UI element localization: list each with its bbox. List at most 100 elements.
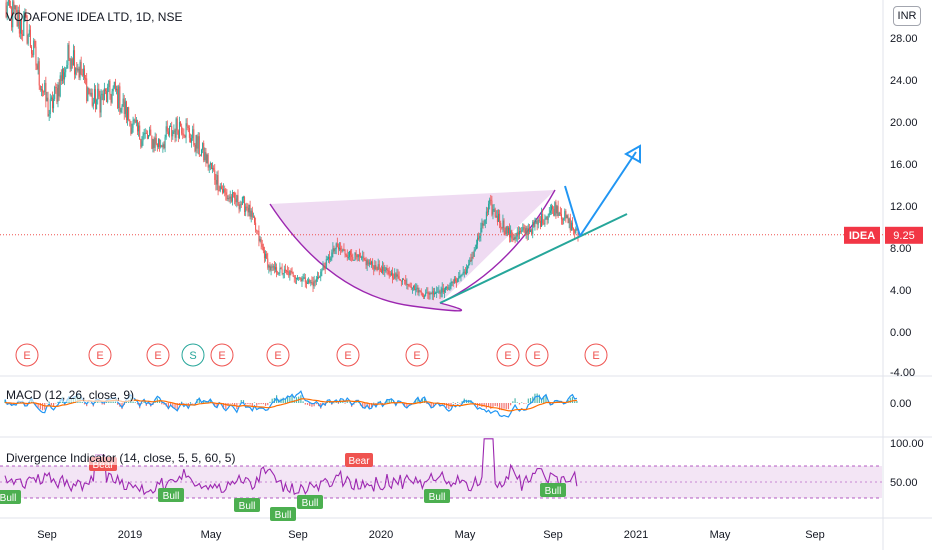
candle-body [369, 262, 371, 265]
candle-body [486, 211, 488, 213]
candle-body [135, 119, 137, 123]
candle-body [377, 264, 379, 271]
candle-body [107, 87, 109, 102]
candle-body [140, 139, 142, 147]
candle-body [157, 139, 159, 147]
candle-body [141, 141, 143, 147]
candle-body [337, 246, 339, 250]
bull-label: Bull [275, 510, 292, 521]
candle-body [281, 269, 283, 274]
candle-body [138, 125, 140, 132]
candle-body [344, 249, 346, 255]
candle-body [186, 123, 188, 127]
candle-body [251, 210, 253, 218]
candle-body [154, 137, 156, 148]
candle-body [221, 188, 223, 193]
candle-body [551, 206, 553, 211]
macd-bar [253, 402, 256, 403]
candle-body [108, 80, 110, 88]
candle-body [116, 88, 118, 91]
trendline [439, 213, 628, 304]
candle-body [260, 238, 262, 245]
candle-body [303, 277, 305, 279]
macd-bar [117, 403, 119, 405]
candle-body [492, 209, 494, 215]
candle-body [513, 237, 515, 241]
candle-body [7, 0, 9, 6]
macd-bar [430, 403, 432, 409]
macd-bar [527, 398, 529, 403]
macd-bar [538, 394, 540, 403]
candle-body [542, 213, 544, 224]
candle-body [522, 227, 524, 231]
candle-body [516, 232, 518, 237]
candle-body [277, 272, 279, 274]
candle-body [69, 58, 71, 69]
candle-body [26, 15, 28, 44]
candle-body [468, 264, 470, 266]
candle-body [76, 67, 78, 71]
price-tick: 24.00 [890, 75, 918, 87]
candle-body [565, 211, 567, 218]
candle-body [481, 222, 483, 228]
event-marker [584, 343, 608, 367]
macd-bar [192, 403, 194, 404]
macd-bar [50, 403, 52, 405]
currency-button[interactable]: INR [893, 6, 921, 26]
macd-bar [510, 403, 512, 406]
candle-body [37, 61, 39, 70]
candle-body [407, 283, 409, 285]
candle-body [16, 10, 18, 27]
candle-body [215, 180, 217, 185]
candle-body [33, 40, 35, 55]
candle-body [231, 192, 233, 202]
candle-body [288, 271, 290, 276]
candle-body [268, 265, 270, 268]
macd-bar [461, 401, 463, 403]
candle-body [409, 286, 411, 288]
candle-body [530, 229, 532, 233]
candle-body [40, 89, 42, 91]
candle-body [55, 86, 57, 88]
candle-body [366, 260, 368, 266]
macd-bar [487, 403, 490, 407]
candle-body [399, 279, 401, 281]
price-tick: 0.00 [890, 327, 911, 339]
candle-body [207, 154, 209, 168]
rsi-tick: 100.00 [890, 438, 924, 450]
candle-body [433, 293, 435, 295]
candle-body [304, 277, 306, 283]
candle-body [415, 288, 417, 291]
candle-body [548, 212, 550, 216]
candle-body [297, 277, 299, 279]
macd-bar [121, 403, 123, 410]
bear-label: Bear [92, 460, 114, 471]
macd-bar [448, 403, 450, 410]
candle-body [15, 5, 17, 11]
macd-bar [136, 403, 139, 405]
macd-bar [262, 403, 264, 405]
event-label: E [504, 350, 511, 362]
candle-body [318, 276, 320, 278]
event-marker [146, 343, 170, 367]
candle-body [227, 198, 229, 200]
candle-body [518, 231, 520, 235]
candle-body [517, 232, 519, 235]
candle-body [541, 213, 543, 227]
candle-body [429, 293, 431, 295]
candle-body [45, 82, 47, 102]
candle-body [82, 68, 84, 76]
candle-body [510, 230, 512, 238]
candle-body [131, 127, 133, 134]
macd-bar [388, 399, 390, 403]
candle-body [536, 220, 538, 225]
candle-body [155, 137, 157, 144]
candle-body [265, 253, 267, 259]
candle-body [269, 265, 271, 271]
macd-bar [404, 403, 406, 407]
candle-body [479, 235, 481, 239]
candle-body [416, 287, 418, 289]
candle-body [422, 295, 424, 297]
